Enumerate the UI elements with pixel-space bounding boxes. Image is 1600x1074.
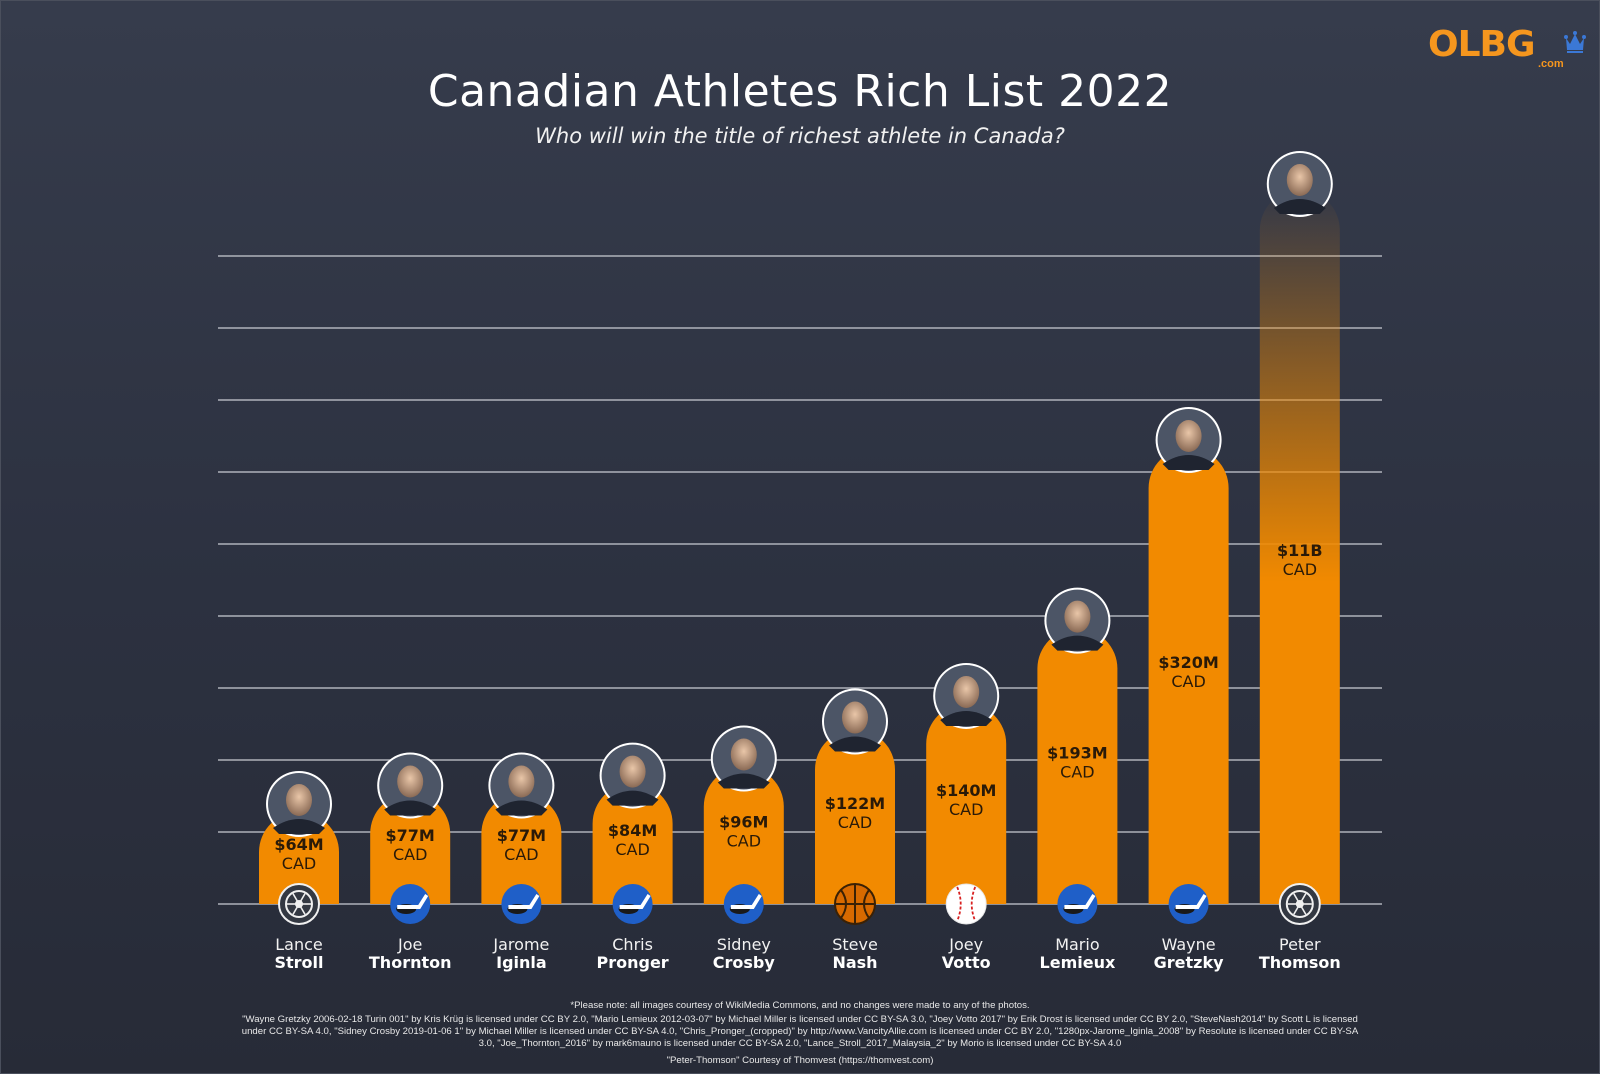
bar-value-label: $77M: [386, 826, 435, 845]
crown-icon: [1564, 31, 1586, 53]
bar: [815, 729, 895, 904]
bar-unit-label: CAD: [1171, 672, 1205, 691]
logo-text: OLBG: [1428, 24, 1536, 65]
bar: [370, 793, 451, 904]
athlete-last-name: Nash: [832, 953, 877, 972]
hockey-icon: [723, 884, 764, 924]
basketball-icon: [834, 883, 876, 925]
bar: [1148, 448, 1229, 904]
bar-unit-label: CAD: [282, 854, 316, 873]
avatar: [379, 754, 442, 817]
thomvest-credit: "Peter-Thomson" Courtesy of Thomvest (ht…: [666, 1055, 934, 1066]
logo-suffix: .com: [1538, 58, 1564, 70]
bar-unit-label: CAD: [1283, 560, 1317, 579]
athlete-last-name: Gretzky: [1154, 953, 1224, 972]
athlete-last-name: Iginla: [496, 953, 547, 972]
chart-title: Canadian Athletes Rich List 2022: [427, 66, 1173, 117]
hockey-icon: [1168, 884, 1209, 924]
athlete-first-name: Sidney: [717, 935, 771, 954]
athlete-first-name: Joey: [948, 935, 983, 954]
bar-value-label: $64M: [274, 835, 323, 854]
avatar: [601, 744, 664, 807]
bar-unit-label: CAD: [838, 813, 872, 832]
athlete-first-name: Chris: [612, 935, 653, 954]
image-note: *Please note: all images courtesy of Wik…: [570, 1000, 1030, 1011]
tire-icon: [1278, 883, 1321, 925]
tire-icon: [278, 883, 320, 925]
athlete-last-name: Stroll: [274, 953, 323, 972]
athlete-first-name: Steve: [832, 935, 878, 954]
athlete-last-name: Votto: [942, 953, 991, 972]
avatar: [935, 664, 998, 727]
athlete-last-name: Thornton: [369, 953, 452, 972]
athlete-first-name: Mario: [1055, 935, 1099, 954]
bar-value-label: $11B: [1277, 541, 1323, 560]
chart-subtitle: Who will win the title of richest athlet…: [535, 124, 1065, 148]
athlete-first-name: Peter: [1279, 935, 1321, 954]
bar-unit-label: CAD: [1060, 762, 1094, 781]
athlete-first-name: Wayne: [1162, 935, 1216, 954]
athlete-last-name: Pronger: [596, 953, 668, 972]
bar-chart: $64MCADLanceStroll$77MCADJoeThornton$77M…: [218, 151, 1382, 972]
athlete-first-name: Lance: [275, 935, 323, 954]
avatar: [712, 727, 775, 790]
avatar: [1046, 589, 1109, 652]
avatar: [490, 754, 553, 817]
athlete-first-name: Jarome: [492, 935, 549, 954]
bar-value-label: $122M: [825, 794, 885, 813]
bar-unit-label: CAD: [949, 800, 983, 819]
athlete-last-name: Thomson: [1259, 953, 1341, 972]
hockey-icon: [612, 884, 653, 924]
bar: [259, 812, 339, 904]
baseball-icon: [945, 883, 987, 925]
bar-value-label: $84M: [608, 821, 657, 840]
bar-value-label: $320M: [1158, 653, 1218, 672]
bar: [592, 783, 673, 904]
bar: [481, 793, 562, 904]
bar-unit-label: CAD: [615, 840, 649, 859]
athlete-first-name: Joe: [397, 935, 422, 954]
hockey-icon: [390, 884, 431, 924]
bar: [1037, 628, 1118, 904]
bar-value-label: $96M: [719, 812, 768, 831]
avatar: [1268, 153, 1331, 215]
athlete-last-name: Crosby: [713, 953, 776, 972]
bar: [703, 766, 784, 904]
bar-value-label: $77M: [497, 826, 546, 845]
hockey-icon: [1057, 884, 1098, 924]
avatar: [268, 773, 330, 835]
avatar: [1157, 409, 1220, 471]
bar-value-label: $140M: [936, 781, 996, 800]
bar-value-label: $193M: [1047, 743, 1107, 762]
bar-unit-label: CAD: [393, 845, 427, 864]
bar: [1259, 190, 1340, 904]
bar-unit-label: CAD: [504, 845, 538, 864]
athlete-last-name: Lemieux: [1040, 953, 1116, 972]
image-credits: "Wayne Gretzky 2006-02-18 Turin 001" by …: [241, 1014, 1359, 1049]
brand-logo: OLBG .com: [1428, 24, 1586, 74]
hockey-icon: [501, 884, 542, 924]
avatar: [824, 690, 886, 753]
bar-unit-label: CAD: [727, 831, 761, 850]
bar: [926, 703, 1007, 904]
